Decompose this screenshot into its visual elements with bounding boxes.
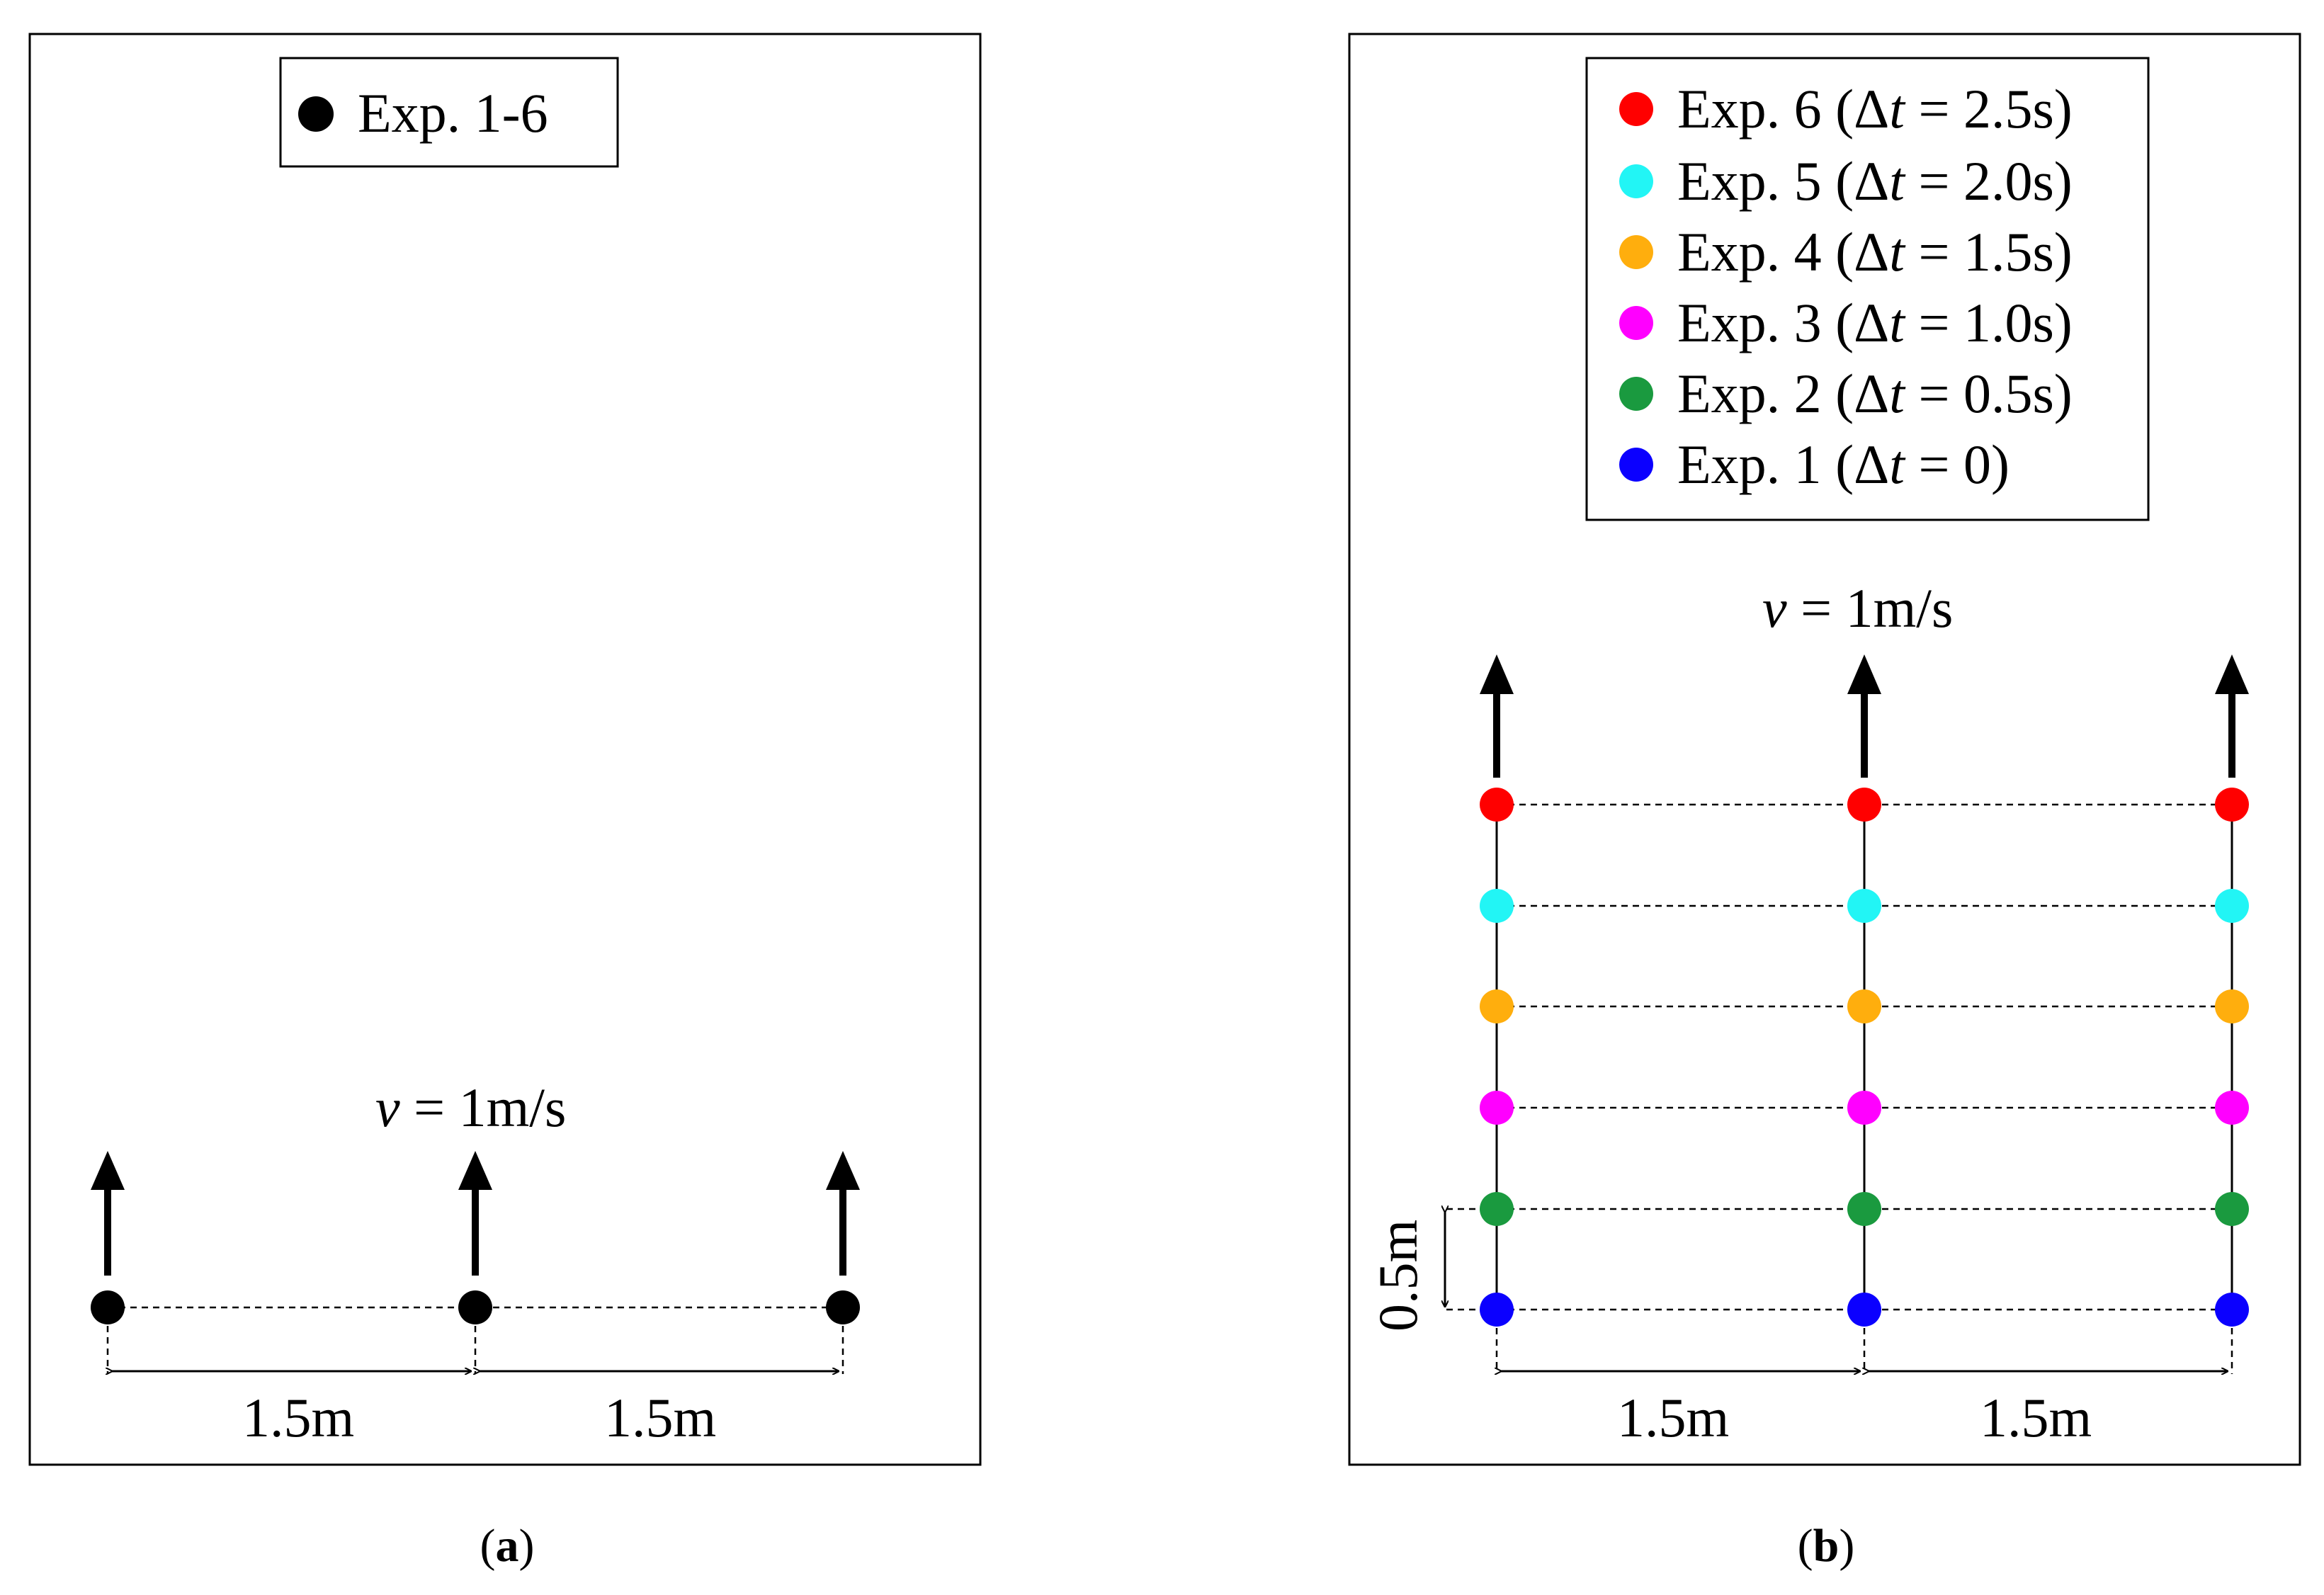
panel-b-caption-close: ) <box>1839 1520 1854 1572</box>
panel-a-arrow-head <box>826 1151 860 1190</box>
panel-a-agent-dot <box>458 1290 492 1324</box>
legend-entry-exp3: Exp. 3 (Δt = 1.0s) <box>1619 292 2073 353</box>
panel-b-velocity-symbol: v <box>1762 577 1787 639</box>
panel-b-legend-box <box>1585 57 2150 521</box>
panel-b-spacing-label-1: 1.5m <box>1617 1387 1729 1448</box>
panel-a-legend-box <box>279 57 619 168</box>
panel-b-agent-dot <box>1847 889 1881 923</box>
panel-a-caption-open: ( <box>480 1520 496 1572</box>
panel-b-agent-dot <box>2215 1192 2249 1226</box>
legend-label: Exp. 5 (Δt = 2.0s) <box>1677 150 2073 212</box>
panel-a-agent-right <box>826 1151 860 1324</box>
legend-marker <box>1619 448 1653 482</box>
panel-b-row-dimension: 0.5m <box>1367 1209 1480 1332</box>
panel-b-agent-dot <box>2215 889 2249 923</box>
legend-label: Exp. 2 (Δt = 0.5s) <box>1677 363 2073 424</box>
panel-b-agent-dot <box>2215 1091 2249 1125</box>
panel-a-legend: Exp. 1-6 <box>279 57 619 168</box>
legend-label: Exp. 6 (Δt = 2.5s) <box>1677 78 2073 140</box>
legend-label: Exp. 3 (Δt = 1.0s) <box>1677 292 2073 353</box>
panel-a-caption-letter: a <box>496 1520 519 1572</box>
panel-b: Exp. 6 (Δt = 2.5s) Exp. 5 (Δt = 2.0s) Ex… <box>1348 33 2301 1572</box>
panel-a-arrow-head <box>458 1151 492 1190</box>
panel-a-velocity-label: v = 1m/s <box>375 1077 566 1138</box>
panel-b-spacing-label-2: 1.5m <box>1980 1387 2092 1448</box>
panel-a: Exp. 1-6 v = 1m/s 1.5m <box>28 33 982 1572</box>
legend-marker <box>1619 377 1653 411</box>
legend-entry-exp2: Exp. 2 (Δt = 0.5s) <box>1619 363 2073 424</box>
panel-b-arrow-head <box>1847 654 1881 694</box>
panel-b-agent-dot <box>1847 989 1881 1023</box>
panel-b-agent-dot <box>1847 1091 1881 1125</box>
panel-a-spacing-label-1: 1.5m <box>242 1387 354 1448</box>
panel-b-agent-dot <box>1480 989 1514 1023</box>
legend-entry-exp4: Exp. 4 (Δt = 1.5s) <box>1619 221 2073 283</box>
panel-b-caption-open: ( <box>1798 1520 1813 1572</box>
panel-b-arrow-head <box>2215 654 2249 694</box>
panel-b-agent-dot <box>1480 1091 1514 1125</box>
legend-entry-exp5: Exp. 5 (Δt = 2.0s) <box>1619 150 2073 212</box>
panel-b-arrow-right <box>2215 654 2249 778</box>
panel-b-agent-dot <box>1480 1192 1514 1226</box>
panel-b-legend: Exp. 6 (Δt = 2.5s) Exp. 5 (Δt = 2.0s) Ex… <box>1585 57 2150 521</box>
panel-b-row-spacing-label: 0.5m <box>1367 1220 1429 1332</box>
panel-a-agent-left <box>91 1151 125 1324</box>
panel-a-caption: (a) <box>480 1520 535 1572</box>
legend-marker <box>1619 92 1653 126</box>
panel-a-arrow-head <box>91 1151 125 1190</box>
legend-entry-exp1: Exp. 1 (Δt = 0) <box>1619 433 2010 495</box>
panel-a-frame <box>28 33 982 1466</box>
panel-b-agent-dot <box>1847 1293 1881 1327</box>
panel-b-agent-dot <box>2215 788 2249 822</box>
panel-b-arrow-left <box>1480 654 1514 778</box>
panel-b-caption: (b) <box>1798 1520 1855 1572</box>
panel-a-dimension: 1.5m 1.5m <box>108 1326 844 1448</box>
panel-b-agents <box>1480 788 2249 1327</box>
legend-marker <box>1619 164 1653 198</box>
panel-a-velocity-value: = 1m/s <box>400 1077 567 1138</box>
panel-b-agent-dot <box>1847 788 1881 822</box>
panel-a-agent-dot <box>91 1290 125 1324</box>
panel-b-velocity-label: v = 1m/s <box>1762 577 1953 639</box>
panel-b-dimension: 1.5m 1.5m <box>1497 1328 2233 1448</box>
panel-a-legend-marker <box>298 96 334 132</box>
panel-b-caption-letter: b <box>1813 1520 1840 1572</box>
panel-a-agent-dot <box>826 1290 860 1324</box>
panel-a-agent-middle <box>458 1151 492 1324</box>
panel-b-agent-dot <box>2215 989 2249 1023</box>
panel-a-spacing-label-2: 1.5m <box>604 1387 716 1448</box>
legend-entry-exp6: Exp. 6 (Δt = 2.5s) <box>1619 78 2073 140</box>
panel-a-velocity-symbol: v <box>375 1077 400 1138</box>
panel-b-agent-dot <box>1480 1293 1514 1327</box>
legend-marker <box>1619 235 1653 269</box>
legend-label: Exp. 1 (Δt = 0) <box>1677 433 2010 495</box>
panel-b-agent-dot <box>1480 889 1514 923</box>
panel-a-caption-close: ) <box>519 1520 535 1572</box>
panel-b-agent-dot <box>2215 1293 2249 1327</box>
panel-b-frame <box>1348 33 2301 1466</box>
panel-b-arrow-middle <box>1847 654 1881 778</box>
panel-b-arrow-head <box>1480 654 1514 694</box>
legend-label: Exp. 4 (Δt = 1.5s) <box>1677 221 2073 283</box>
panel-a-legend-label: Exp. 1-6 <box>358 82 548 144</box>
panel-b-agent-dot <box>1847 1192 1881 1226</box>
legend-marker <box>1619 306 1653 340</box>
panel-b-agent-dot <box>1480 788 1514 822</box>
panel-b-velocity-value: = 1m/s <box>1787 577 1954 639</box>
